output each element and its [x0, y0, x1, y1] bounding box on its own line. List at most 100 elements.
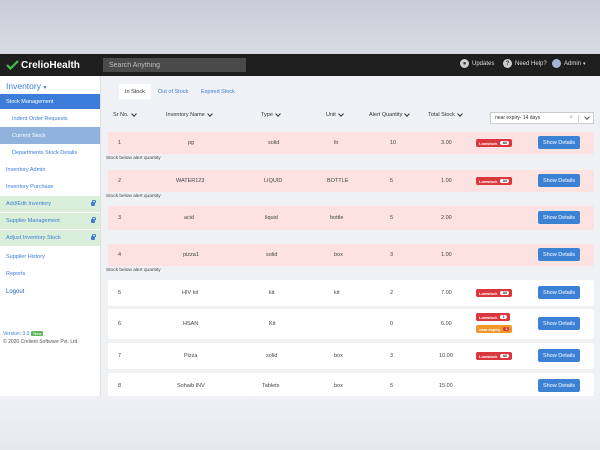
- cell-type: solid: [268, 140, 280, 146]
- column-header-sr-no[interactable]: Sr No.: [113, 111, 137, 118]
- clear-icon[interactable]: ×: [569, 115, 573, 121]
- cell-sr: 6: [118, 321, 122, 327]
- chevron-down-icon: [584, 114, 590, 120]
- tab-expired-stock[interactable]: Expired Stock: [201, 88, 235, 95]
- version-label: Version: 3.0: [3, 331, 30, 337]
- sidebar-item-label: Current Stock: [12, 132, 46, 139]
- cell-type: solid: [266, 252, 278, 258]
- cell-name: pg: [188, 140, 195, 146]
- tab-out-of-stock[interactable]: Out of Stock: [158, 88, 189, 95]
- show-details-button[interactable]: Show Details: [538, 174, 580, 187]
- cell-alert: 3: [390, 252, 394, 258]
- cell-type: solid: [266, 353, 278, 359]
- sidebar-item-label: Supplier Management: [6, 218, 60, 224]
- cell-alert: 3: [390, 353, 394, 359]
- badge-count: All: [500, 354, 510, 358]
- user-menu[interactable]: Admin ▾: [552, 59, 586, 68]
- sidebar-title[interactable]: Inventory ▾: [6, 81, 46, 91]
- column-header-label: Inventory Name: [166, 112, 205, 118]
- show-details-button[interactable]: Show Details: [538, 317, 580, 330]
- show-details-button[interactable]: Show Details: [538, 136, 580, 149]
- cell-sr: 1: [118, 140, 122, 146]
- chevron-down-icon: [404, 111, 411, 117]
- help-link[interactable]: ? Need Help?: [503, 59, 547, 68]
- cell-name: Sohaib INV: [177, 383, 205, 389]
- sidebar-item-label: Supplier History: [6, 254, 45, 260]
- cell-total: 15.00: [439, 383, 453, 389]
- sidebar-item-add-edit-inventory[interactable]: Add/Edit Inventory: [0, 196, 100, 212]
- column-header-label: Alert Quantity: [369, 112, 403, 118]
- lowstock-badge: Lowstock 1: [476, 313, 510, 321]
- chevron-down-icon: [130, 111, 137, 117]
- sidebar-item-departments-stock-details[interactable]: Departments Stock Details: [0, 144, 100, 161]
- show-details-button[interactable]: Show Details: [538, 349, 580, 362]
- user-avatar-icon: [552, 59, 561, 68]
- badge-count: All: [500, 179, 510, 183]
- main-content: In Stock Out of Stock Expired Stock Sr N…: [101, 76, 600, 396]
- cell-type: liquid: [265, 215, 278, 221]
- help-icon: ?: [503, 59, 512, 68]
- column-header-type[interactable]: Type: [261, 111, 281, 118]
- sidebar-item-reports[interactable]: Reports: [0, 266, 100, 282]
- chevron-down-icon: [275, 111, 281, 117]
- show-details-button[interactable]: Show Details: [538, 286, 580, 299]
- updates-icon: ●: [460, 59, 469, 68]
- cell-unit: box: [334, 353, 343, 359]
- column-header-inventory-name[interactable]: Inventory Name: [166, 111, 213, 118]
- logo[interactable]: Crelio Health: [6, 58, 80, 72]
- lowstock-badge: Lowstock All: [476, 289, 513, 297]
- sidebar-item-label: Adjust Inventory Stock: [6, 235, 61, 241]
- sidebar-item-label: Reports: [6, 271, 26, 277]
- help-label: Need Help?: [515, 60, 547, 67]
- sidebar-item-supplier-management[interactable]: Supplier Management: [0, 213, 100, 229]
- checkmark-logo-icon: [6, 60, 19, 70]
- column-header-unit[interactable]: Unit: [326, 111, 344, 118]
- sidebar-item-label: Stock Management: [6, 98, 54, 105]
- backdrop-top: [0, 0, 600, 54]
- sidebar-title-label: Inventory: [6, 81, 41, 91]
- lowstock-badge: Lowstock All: [476, 177, 513, 185]
- sidebar-item-label: Inventory Purchase: [6, 184, 54, 190]
- cell-total: 1.00: [441, 178, 452, 184]
- sidebar-item-logout[interactable]: Logout: [0, 284, 100, 300]
- tab-in-stock[interactable]: In Stock: [119, 84, 151, 99]
- cell-total: 2.00: [441, 215, 452, 221]
- column-header-total-stock[interactable]: Total Stock: [428, 111, 463, 118]
- sidebar-item-adjust-inventory-stock[interactable]: Adjust Inventory Stock: [0, 230, 100, 246]
- cell-sr: 2: [118, 178, 122, 184]
- cell-unit: ltr: [334, 140, 339, 146]
- chevron-down-icon: [457, 111, 463, 117]
- user-label: Admin: [564, 60, 582, 67]
- cell-alert: 5: [390, 215, 394, 221]
- search-input[interactable]: [103, 58, 246, 72]
- column-header-alert-quantity[interactable]: Alert Quantity: [369, 111, 411, 118]
- sidebar-item-inventory-admin[interactable]: Inventory Admin: [0, 162, 100, 178]
- sidebar-item-stock-management[interactable]: Stock Management: [0, 94, 100, 109]
- badge-label: Lowstock: [479, 140, 498, 146]
- table-row: 1 pg solid ltr 10 3.00 Lowstock All Show …: [108, 132, 594, 154]
- show-details-button[interactable]: Show Details: [538, 211, 580, 224]
- show-details-button[interactable]: Show Details: [538, 379, 580, 392]
- badge-count: All: [500, 141, 510, 145]
- cell-type: Kit: [269, 321, 276, 327]
- lowstock-badge: Lowstock All: [476, 139, 513, 147]
- sidebar-item-supplier-history[interactable]: Supplier History: [0, 249, 100, 265]
- sidebar-item-label: Add/Edit Inventory: [6, 201, 51, 207]
- expiry-filter-select[interactable]: near expiry- 14 days ×: [490, 112, 594, 124]
- cell-unit: kit: [334, 290, 340, 296]
- column-header-label: Type: [261, 112, 273, 118]
- cell-name: acid: [184, 215, 195, 221]
- sidebar-item-indent-order-requests[interactable]: Indent Order Requests: [0, 110, 100, 127]
- cell-total: 3.00: [441, 140, 452, 146]
- expiry-filter-value: near expiry- 14 days: [495, 115, 541, 121]
- sidebar-item-label: Logout: [6, 289, 25, 295]
- lock-icon: [91, 199, 96, 206]
- lock-icon: [91, 216, 96, 223]
- updates-link[interactable]: ● Updates: [460, 59, 494, 68]
- sidebar-item-inventory-purchase[interactable]: Inventory Purchase: [0, 179, 100, 195]
- badge-label: near expiry: [479, 326, 501, 332]
- show-details-button[interactable]: Show Details: [538, 248, 580, 261]
- sidebar-item-current-stock[interactable]: Current Stock: [0, 127, 100, 144]
- cell-name: Pizza: [184, 353, 198, 359]
